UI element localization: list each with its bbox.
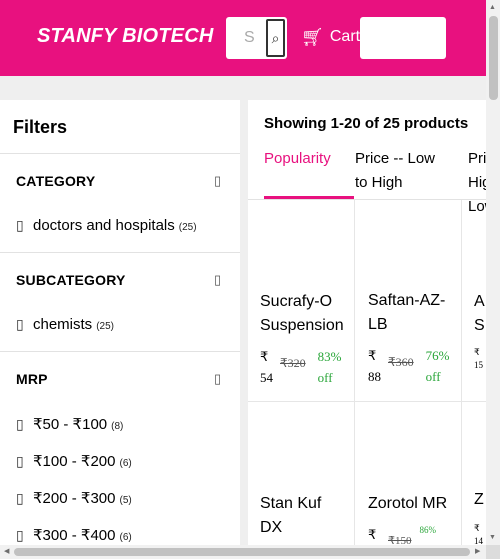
checkbox-icon[interactable]: ▯ [16,416,24,432]
product-price: ₹ [368,527,377,542]
results-count: Showing 1-20 of 25 products [264,115,469,132]
chevron-down-icon[interactable]: ▯ [214,173,222,188]
filter-option-count: (25) [178,222,197,233]
results-panel: Showing 1-20 of 25 products Popularity P… [248,100,486,545]
divider [0,351,240,352]
vertical-scrollbar[interactable] [486,0,500,545]
divider [0,153,240,154]
product-name[interactable]: Saftan-AZ-LB [368,292,446,333]
scroll-down-icon[interactable]: ▼ [489,534,496,541]
cart-icon: 🛒︎ [301,27,324,47]
product-card[interactable]: Saftan-AZ-LB ₹88 ₹360 76% off [355,200,462,402]
product-price-row: ₹88 ₹360 76% off [368,345,454,387]
chevron-down-icon[interactable]: ▯ [214,371,222,386]
filter-option-label: ₹100 - ₹200 [33,453,116,470]
product-discount: 76% off [425,348,450,384]
product-price: ₹54 [260,349,273,385]
search-button[interactable]: ⌕ [266,19,285,57]
sort-tab-price-high-low[interactable]: Price -- High to Low [468,150,486,215]
product-card[interactable]: Z ₹14 [462,402,486,545]
top-header: STANFY BIOTECH ⌕ 🛒︎ Cart [0,0,486,76]
filters-title: Filters [13,117,68,137]
product-price: ₹88 [368,348,381,384]
filters-panel: Filters CATEGORY ▯ ▯ doctors and hospita… [0,100,240,545]
product-mrp: ₹360 [388,355,414,369]
brand-logo[interactable]: STANFY BIOTECH [37,25,214,47]
checkbox-icon[interactable]: ▯ [16,453,24,469]
product-card[interactable]: A S ₹15 [462,200,486,402]
sort-tab-price-low-high[interactable]: Price -- Low to High [355,150,436,191]
chevron-down-icon[interactable]: ▯ [214,272,222,287]
divider [0,252,240,253]
account-button[interactable] [360,17,446,59]
product-price: ₹15 [474,347,483,370]
filter-option-label: ₹50 - ₹100 [33,416,108,433]
active-tab-indicator [264,196,354,199]
filter-option-label: doctors and hospitals [33,217,175,234]
filter-option-label: ₹300 - ₹400 [33,527,116,544]
cart-link[interactable]: 🛒︎ Cart [301,28,360,46]
checkbox-icon[interactable]: ▯ [16,217,24,233]
product-discount: 83% off [317,349,342,385]
filter-option[interactable]: ▯ doctors and hospitals (25) [16,217,197,234]
product-name[interactable]: Stan Kuf DX [260,495,322,536]
product-discount: 86% [419,525,437,535]
filter-option-label: ₹200 - ₹300 [33,490,116,507]
scrollbar-corner [486,545,500,559]
product-price-row: ₹54 ₹320 83% off [260,346,346,388]
filter-option[interactable]: ▯ ₹100 - ₹200 (6) [16,452,132,470]
sort-tab-popularity[interactable]: Popularity [264,150,331,167]
filter-option[interactable]: ▯ chemists (25) [16,316,114,333]
product-name[interactable]: A S [474,293,485,334]
product-name[interactable]: Sucrafy-O Suspension [260,293,344,334]
filter-heading-category[interactable]: CATEGORY [16,173,96,189]
product-card[interactable]: Stan Kuf DX [248,402,355,545]
filter-option-count: (5) [119,495,132,506]
checkbox-icon[interactable]: ▯ [16,316,24,332]
product-price-row: ₹ ₹150 86% [368,524,436,545]
product-name[interactable]: Zorotol MR [368,495,448,512]
product-mrp: ₹150 [388,535,412,545]
filter-option[interactable]: ▯ ₹200 - ₹300 (5) [16,489,132,507]
filter-option-count: (25) [96,321,114,332]
product-card[interactable]: Zorotol MR ₹ ₹150 86% [355,402,462,545]
filter-heading-mrp[interactable]: MRP [16,371,48,387]
checkbox-icon[interactable]: ▯ [16,490,24,506]
product-price-row: ₹14 [474,522,486,545]
filter-option-count: (8) [111,421,124,432]
divider [248,199,486,200]
search-input[interactable] [226,17,266,59]
cart-label: Cart [329,28,361,45]
product-mrp: ₹320 [280,356,306,370]
vertical-scrollbar-thumb[interactable] [489,16,498,100]
product-name[interactable]: Z [474,491,484,508]
filter-heading-subcategory[interactable]: SUBCATEGORY [16,272,126,288]
filter-option-count: (6) [119,532,132,543]
product-price: ₹14 [474,523,483,545]
checkbox-icon[interactable]: ▯ [16,527,24,543]
scroll-up-icon[interactable]: ▲ [489,4,496,11]
filter-option-count: (6) [119,458,132,469]
search-box: ⌕ [226,17,287,59]
scroll-left-icon[interactable]: ◀ [4,548,10,555]
product-price-row: ₹15 [474,346,486,372]
filter-option[interactable]: ▯ ₹300 - ₹400 (6) [16,526,132,544]
horizontal-scrollbar-thumb[interactable] [14,548,470,556]
product-card[interactable]: Sucrafy-O Suspension ₹54 ₹320 83% off [248,200,355,402]
filter-option-label: chemists [33,316,93,333]
search-icon: ⌕ [271,30,280,46]
filter-option[interactable]: ▯ ₹50 - ₹100 (8) [16,415,123,433]
scroll-right-icon[interactable]: ▶ [475,548,481,555]
